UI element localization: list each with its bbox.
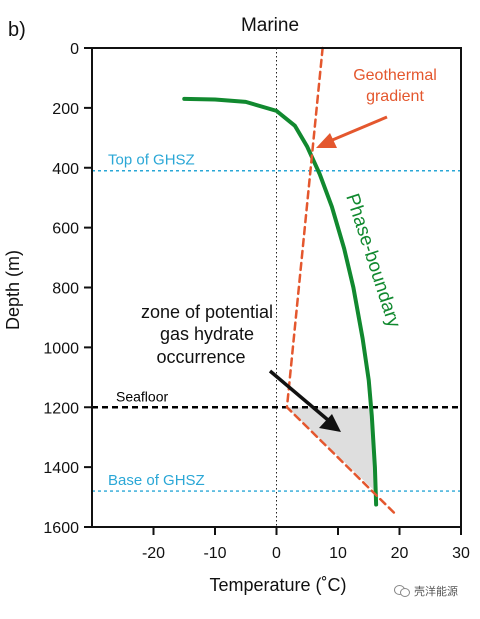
y-tick-label-1: 200 bbox=[52, 101, 79, 118]
phase-boundary-label: Phase-boundary bbox=[341, 191, 404, 331]
y-tick-label-3: 600 bbox=[52, 221, 79, 238]
plot-frame bbox=[91, 47, 462, 528]
chart-title: Marine bbox=[241, 15, 299, 36]
x-axis-label: Temperature (˚C) bbox=[209, 575, 346, 595]
series-line-1 bbox=[285, 46, 398, 517]
y-tick-label-5: 1000 bbox=[43, 340, 79, 357]
panel-label: b) bbox=[8, 19, 26, 41]
series-line-0 bbox=[182, 96, 379, 507]
x-tick-label-5: 30 bbox=[452, 545, 470, 562]
x-tick-label-1: -10 bbox=[203, 545, 226, 562]
x-tick-label-4: 20 bbox=[391, 545, 409, 562]
y-axis-label: Depth (m) bbox=[3, 250, 23, 330]
x-tick-label-3: 10 bbox=[329, 545, 347, 562]
x-tick-label-2: 0 bbox=[272, 545, 281, 562]
reference-line-label-0: Top of GHSZ bbox=[108, 152, 195, 169]
y-tick-label-4: 800 bbox=[52, 281, 79, 298]
y-tick-label-8: 1600 bbox=[43, 520, 79, 537]
y-tick-label-6: 1200 bbox=[43, 400, 79, 417]
geothermal-gradient-label: Geothermal gradient bbox=[353, 67, 437, 105]
wechat-icon bbox=[394, 585, 410, 597]
watermark-text: 壳洋能源 bbox=[414, 585, 458, 598]
watermark: 壳洋能源 bbox=[394, 583, 458, 599]
geothermal-arrow-shaft bbox=[329, 115, 388, 143]
geothermal-arrow-head bbox=[316, 133, 337, 148]
hydrate-zone-label: zone of potential gas hydrate occurrence bbox=[141, 302, 273, 367]
reference-line-label-1: Seafloor bbox=[116, 388, 168, 404]
reference-line-label-2: Base of GHSZ bbox=[108, 472, 205, 489]
x-tick-label-0: -20 bbox=[142, 545, 165, 562]
y-tick-label-0: 0 bbox=[70, 41, 79, 58]
hydrate-zone-arrow-head bbox=[319, 414, 341, 432]
y-tick-label-7: 1400 bbox=[43, 460, 79, 477]
y-tick-label-2: 400 bbox=[52, 161, 79, 178]
hydrate-zone-arrow-shaft bbox=[268, 369, 330, 422]
